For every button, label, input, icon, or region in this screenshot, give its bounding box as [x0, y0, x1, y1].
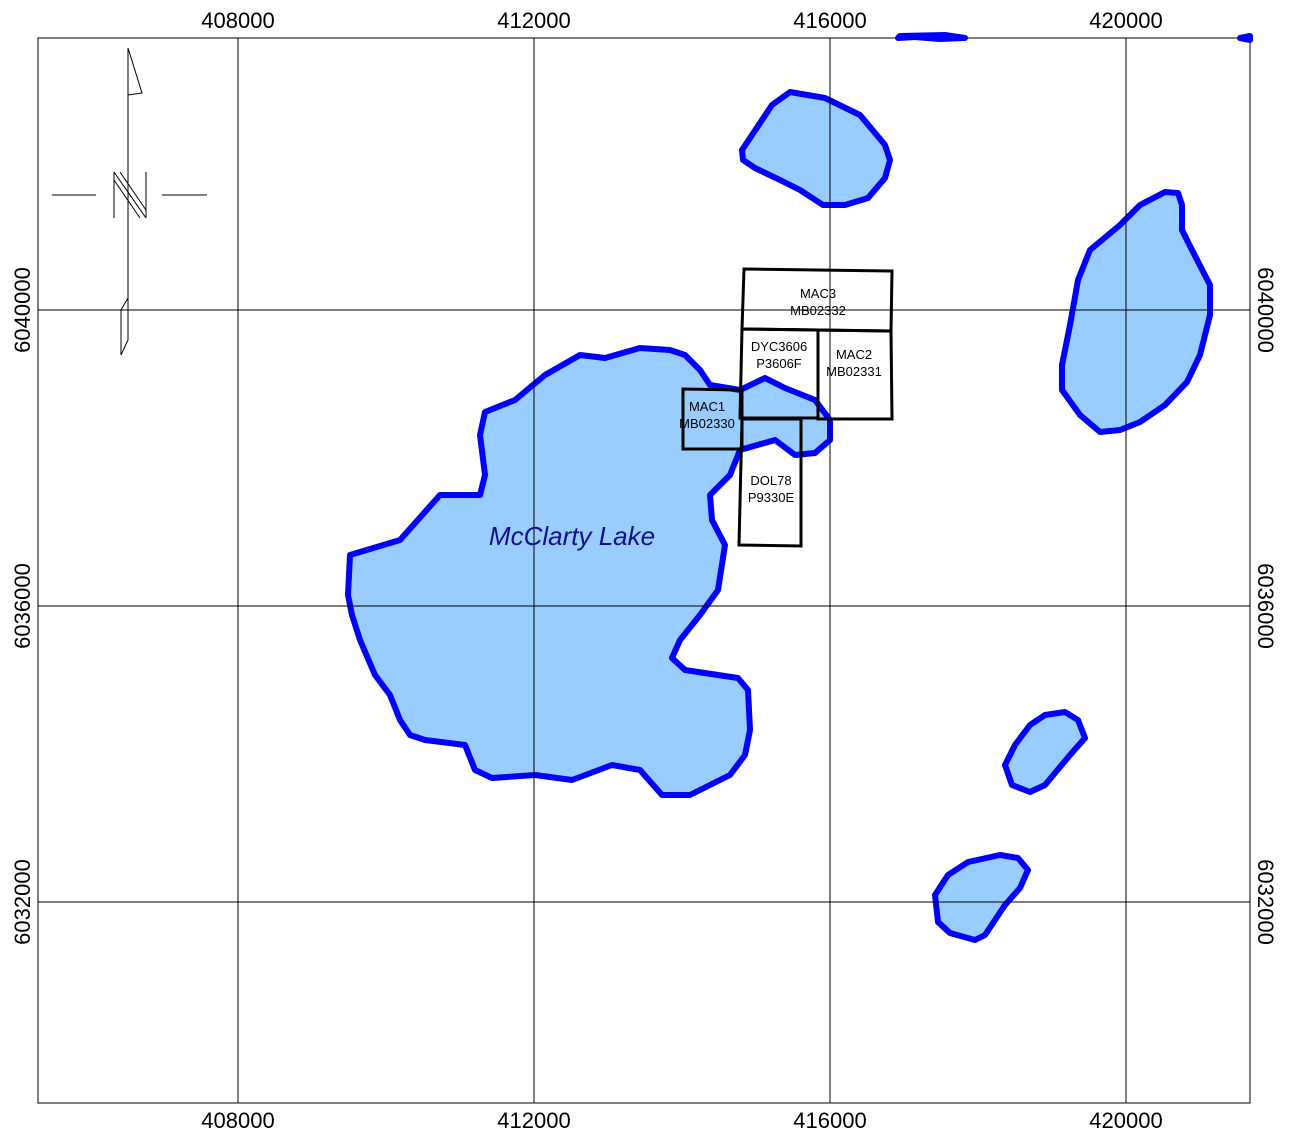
claim-label-mac1-code: MB02330	[679, 416, 735, 431]
claims	[681, 267, 894, 548]
claim-label-mac2-code: MB02331	[826, 364, 882, 379]
lake-top-right-edge	[1237, 33, 1253, 43]
y-tick-left-6040000: 6040000	[10, 267, 35, 353]
x-tick-bottom-416000: 416000	[793, 1108, 866, 1133]
x-tick-top-408000: 408000	[201, 8, 274, 33]
y-tick-right-6040000: 6040000	[1253, 267, 1278, 353]
x-axis-top-labels: 408000 412000 416000 420000	[201, 8, 1162, 33]
claim-label-dol78-code: P9330E	[748, 490, 795, 505]
lake-north	[739, 89, 893, 208]
claim-label-mac2-id: MAC2	[836, 347, 872, 362]
x-tick-bottom-420000: 420000	[1089, 1108, 1162, 1133]
x-tick-top-412000: 412000	[497, 8, 570, 33]
claim-label-dyc3606-id: DYC3606	[751, 339, 807, 354]
lake-top-edge	[895, 32, 968, 42]
lake-southeast-1	[1002, 709, 1088, 795]
y-tick-right-6036000: 6036000	[1253, 563, 1278, 649]
claim-label-mac3-code: MB02332	[790, 303, 846, 318]
grid	[38, 38, 1250, 1103]
y-axis-left-labels: 6040000 6036000 6032000	[10, 267, 35, 945]
y-tick-left-6036000: 6036000	[10, 563, 35, 649]
x-tick-top-420000: 420000	[1089, 8, 1162, 33]
y-axis-right-labels: 6040000 6036000 6032000	[1253, 267, 1278, 945]
x-tick-bottom-412000: 412000	[497, 1108, 570, 1133]
claim-mac2[interactable]	[816, 328, 894, 421]
north-arrow-icon	[52, 47, 207, 356]
x-tick-bottom-408000: 408000	[201, 1108, 274, 1133]
x-tick-top-416000: 416000	[793, 8, 866, 33]
y-tick-right-6032000: 6032000	[1253, 859, 1278, 945]
water-bodies	[345, 32, 1253, 943]
x-axis-bottom-labels: 408000 412000 416000 420000	[201, 1108, 1162, 1133]
claim-label-dol78-id: DOL78	[750, 473, 791, 488]
lake-mcclarty	[345, 345, 833, 798]
y-tick-left-6032000: 6032000	[10, 859, 35, 945]
claim-label-dyc3606-code: P3606F	[756, 356, 802, 371]
claim-labels: MAC3 MB02332 DYC3606 P3606F MAC2 MB02331…	[679, 286, 882, 505]
claim-label-mac1-id: MAC1	[689, 399, 725, 414]
claim-label-mac3-id: MAC3	[800, 286, 836, 301]
lake-name-label: McClarty Lake	[489, 521, 655, 551]
lake-east	[1059, 189, 1213, 435]
lake-southeast-2	[932, 852, 1031, 943]
claim-dol78[interactable]	[737, 417, 803, 548]
